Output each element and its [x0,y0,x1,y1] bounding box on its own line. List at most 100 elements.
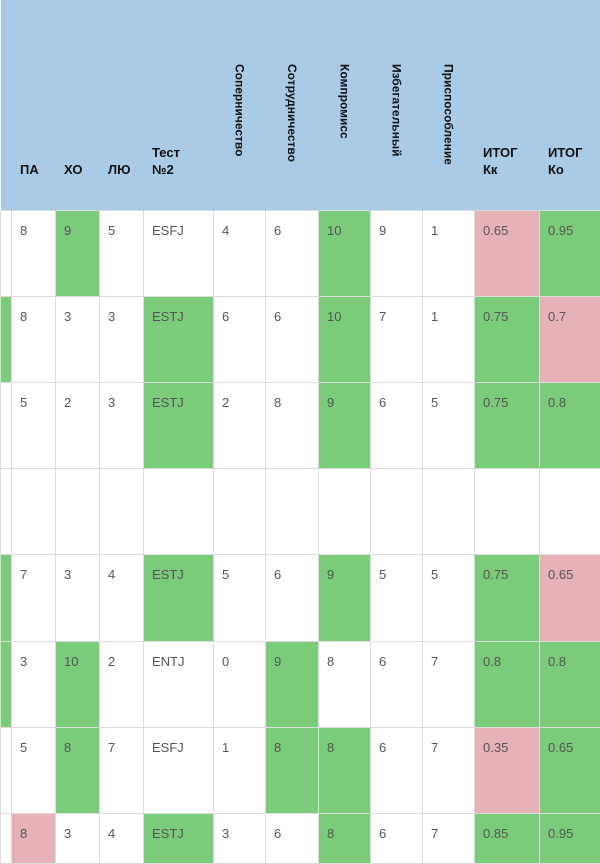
table-cell[interactable]: 4 [213,209,266,298]
table-cell[interactable]: ESFJ [143,209,214,298]
table-cell[interactable]: 8 [318,640,371,728]
table-cell[interactable]: 8 [318,726,371,814]
table-cell[interactable]: 9 [318,382,371,470]
table-cell[interactable]: 9 [370,209,423,298]
column-header[interactable]: Тест №2 [143,0,214,211]
table-cell[interactable]: 10 [318,209,371,298]
table-cell[interactable]: 6 [213,296,266,384]
table-cell[interactable]: 3 [55,554,100,642]
table-cell[interactable]: 3 [55,296,100,384]
table-cell[interactable]: 8 [11,812,56,864]
table-cell[interactable]: 6 [265,296,319,384]
table-cell[interactable]: 10 [55,640,100,728]
table-cell[interactable] [99,468,144,556]
table-cell[interactable]: ESTJ [143,554,214,642]
table-cell[interactable]: 5 [370,554,423,642]
table-cell[interactable] [55,468,100,556]
table-cell[interactable] [0,468,12,556]
column-header[interactable]: ИТОГ Ко [539,0,600,211]
table-cell[interactable]: 0.75 [474,554,540,642]
column-header[interactable]: Сотрудничество [265,0,319,211]
table-cell[interactable]: 8 [265,382,319,470]
table-cell[interactable]: 3 [213,812,266,864]
table-cell[interactable] [143,468,214,556]
table-cell[interactable]: 1 [422,209,475,298]
table-cell[interactable]: 5 [11,382,56,470]
table-cell[interactable]: 8 [55,726,100,814]
table-cell[interactable] [0,296,12,384]
table-cell[interactable] [474,468,540,556]
table-cell[interactable]: 7 [422,726,475,814]
table-cell[interactable] [11,468,56,556]
table-cell[interactable]: 0.65 [539,726,600,814]
table-cell[interactable]: 0.95 [539,812,600,864]
table-cell[interactable]: 5 [11,726,56,814]
table-cell[interactable]: 1 [213,726,266,814]
table-cell[interactable]: 6 [370,640,423,728]
table-cell[interactable]: 5 [422,382,475,470]
table-cell[interactable]: 10 [318,296,371,384]
table-cell[interactable] [265,468,319,556]
table-cell[interactable]: 6 [370,726,423,814]
table-cell[interactable]: 6 [370,382,423,470]
table-cell[interactable]: 0.8 [539,382,600,470]
table-cell[interactable] [0,726,12,814]
table-cell[interactable] [539,468,600,556]
table-cell[interactable] [318,468,371,556]
table-cell[interactable]: 2 [99,640,144,728]
column-header[interactable]: ЛЮ [99,0,144,211]
table-cell[interactable]: 5 [99,209,144,298]
table-cell[interactable]: 7 [11,554,56,642]
column-header[interactable]: Компромисс [318,0,371,211]
table-cell[interactable]: 6 [265,554,319,642]
table-cell[interactable]: 3 [11,640,56,728]
table-cell[interactable]: 0 [213,640,266,728]
table-cell[interactable] [0,382,12,470]
table-cell[interactable]: 0.8 [474,640,540,728]
table-cell[interactable]: 9 [55,209,100,298]
table-cell[interactable]: 3 [99,382,144,470]
table-cell[interactable]: 4 [99,554,144,642]
table-cell[interactable]: 8 [318,812,371,864]
table-cell[interactable]: 5 [213,554,266,642]
table-cell[interactable]: 9 [265,640,319,728]
column-header[interactable] [0,0,12,211]
column-header[interactable]: ПА [11,0,56,211]
table-cell[interactable]: 8 [265,726,319,814]
column-header[interactable]: Приспособление [422,0,475,211]
table-cell[interactable] [0,812,12,864]
table-cell[interactable] [422,468,475,556]
table-cell[interactable] [0,554,12,642]
table-cell[interactable]: 0.7 [539,296,600,384]
table-cell[interactable] [370,468,423,556]
table-cell[interactable]: 0.65 [474,209,540,298]
column-header[interactable]: Избегательный [370,0,423,211]
table-cell[interactable]: 0.8 [539,640,600,728]
table-cell[interactable]: ESTJ [143,382,214,470]
table-cell[interactable] [0,640,12,728]
table-cell[interactable]: ESTJ [143,296,214,384]
table-cell[interactable]: 6 [265,812,319,864]
table-cell[interactable] [0,209,12,298]
table-cell[interactable]: 6 [370,812,423,864]
column-header[interactable]: Соперничество [213,0,266,211]
table-cell[interactable]: ESTJ [143,812,214,864]
column-header[interactable]: ИТОГ Кк [474,0,540,211]
table-cell[interactable]: ENTJ [143,640,214,728]
table-cell[interactable]: 8 [11,209,56,298]
table-cell[interactable]: 5 [422,554,475,642]
table-cell[interactable]: 0.65 [539,554,600,642]
column-header[interactable]: ХО [55,0,100,211]
table-cell[interactable]: 0.35 [474,726,540,814]
table-cell[interactable]: 0.85 [474,812,540,864]
table-cell[interactable]: 0.75 [474,382,540,470]
table-cell[interactable]: ESFJ [143,726,214,814]
table-cell[interactable]: 3 [55,812,100,864]
table-cell[interactable] [213,468,266,556]
table-cell[interactable]: 1 [422,296,475,384]
table-cell[interactable]: 9 [318,554,371,642]
table-cell[interactable]: 7 [422,640,475,728]
table-cell[interactable]: 7 [99,726,144,814]
table-cell[interactable]: 2 [213,382,266,470]
table-cell[interactable]: 0.95 [539,209,600,298]
